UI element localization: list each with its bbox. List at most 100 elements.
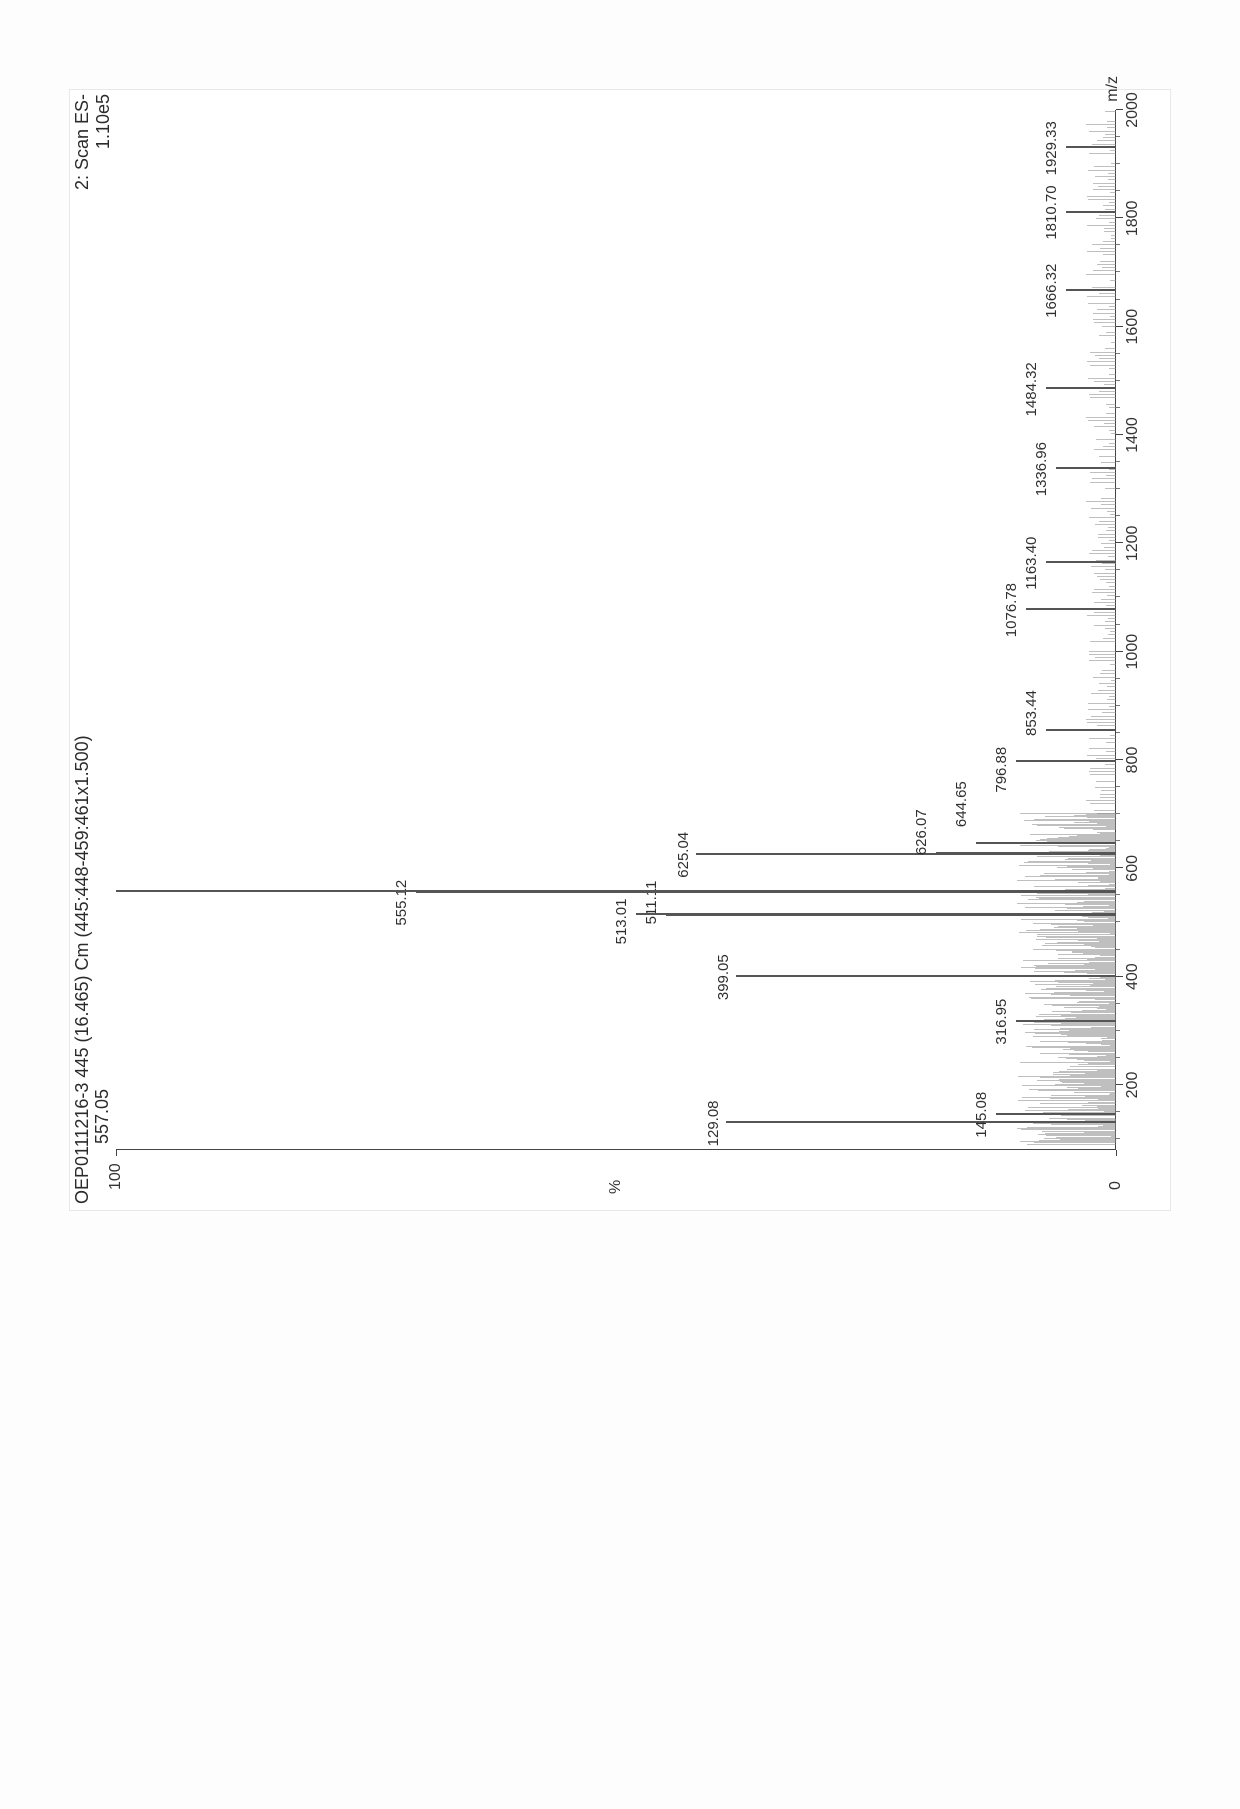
noise-bar [1108,618,1116,619]
noise-bar [1098,690,1116,691]
x-tick-minor [1116,1138,1120,1139]
noise-bar [1036,840,1116,841]
x-tick-minor [1116,813,1120,814]
y-axis-line [116,1149,1116,1150]
noise-bar [1105,348,1116,349]
noise-bar [1056,1137,1116,1138]
noise-bar [1100,833,1116,834]
noise-bar [1105,764,1116,765]
noise-bar [1086,719,1116,720]
noise-bar [1098,1108,1116,1109]
x-tick-minor [1116,299,1120,300]
noise-bar [1046,937,1116,938]
noise-bar [1017,1128,1116,1129]
noise-bar [1028,1107,1116,1108]
noise-bar [1035,1033,1116,1034]
noise-bar [1099,456,1116,457]
noise-bar [1110,735,1116,736]
noise-bar [1105,488,1116,489]
noise-bar [1091,860,1116,861]
noise-bar [1100,579,1116,580]
noise-bar [1082,1105,1116,1106]
peak-label: 625.04 [675,832,692,878]
noise-bar [1077,902,1116,903]
noise-bar [1055,980,1116,981]
noise-bar [1107,1037,1116,1038]
noise-bar [1103,638,1116,639]
noise-bar [1030,981,1116,982]
peak-bar [1046,729,1116,731]
noise-bar [1109,884,1116,885]
noise-bar [1077,1059,1116,1060]
peak-label: 853.44 [1023,690,1040,736]
noise-bar [1069,836,1116,837]
noise-bar [1095,355,1116,356]
noise-bar [1100,855,1116,856]
noise-bar [1103,137,1116,138]
noise-bar [1079,1001,1116,1002]
x-tick-minor [1116,732,1120,733]
noise-bar [1098,534,1116,535]
noise-bar [1055,879,1116,880]
noise-bar [1098,1099,1117,1100]
noise-bar [1096,439,1116,440]
noise-bar [1075,970,1116,971]
noise-bar [1109,443,1116,444]
noise-bar [1095,957,1117,958]
noise-bar [1101,599,1116,600]
noise-bar [1093,189,1116,190]
noise-bar [1099,215,1116,216]
noise-bar [1090,352,1116,353]
noise-bar [1084,1132,1116,1133]
noise-bar [1034,1022,1116,1023]
noise-bar [1077,1002,1116,1003]
noise-bar [1034,1143,1116,1144]
x-tick-minor [1116,1111,1120,1112]
noise-bar [1097,576,1116,577]
x-tick [1116,1084,1123,1085]
noise-bar [1027,1144,1116,1145]
noise-bar [1089,660,1116,661]
peak-bar [1046,561,1116,563]
noise-bar [1109,202,1116,203]
noise-bar [1074,822,1116,823]
noise-bar [1017,880,1116,881]
noise-bar [1094,589,1116,590]
peak-label: 1666.32 [1043,264,1060,318]
noise-bar [1097,832,1116,833]
noise-bar [1020,1062,1116,1063]
noise-bar [1021,967,1116,968]
peak-label: 316.95 [993,999,1010,1045]
x-tick-minor [1116,244,1120,245]
noise-bar [1094,602,1116,603]
noise-bar [1103,241,1116,242]
noise-bar [1059,1079,1116,1080]
noise-bar [1105,621,1116,622]
x-tick [1116,976,1123,977]
noise-bar [1087,959,1116,960]
noise-bar [1057,867,1116,868]
noise-bar [1088,170,1116,171]
peak-bar [636,913,1116,915]
noise-bar [1099,521,1116,522]
noise-bar [1018,1100,1116,1101]
x-tick-minor [1116,922,1120,923]
noise-bar [1068,1042,1116,1043]
noise-bar [1107,686,1116,687]
noise-bar [1076,1017,1116,1018]
noise-bar [1111,433,1116,434]
noise-bar [1050,1098,1116,1099]
noise-bar [1059,1071,1116,1072]
noise-bar [1087,615,1116,616]
noise-bar [1095,524,1116,525]
noise-bar [1089,962,1116,963]
noise-bar [1077,928,1116,929]
noise-bar [1087,361,1116,362]
noise-bar [1025,1110,1116,1111]
spectrum-plot: % m/z 0100200400600800100012001400160018… [116,110,1116,1150]
x-tick [1116,867,1123,868]
noise-bar [1101,790,1116,791]
noise-bar [1089,517,1116,518]
noise-bar [1036,897,1116,898]
noise-bar [1095,969,1116,970]
